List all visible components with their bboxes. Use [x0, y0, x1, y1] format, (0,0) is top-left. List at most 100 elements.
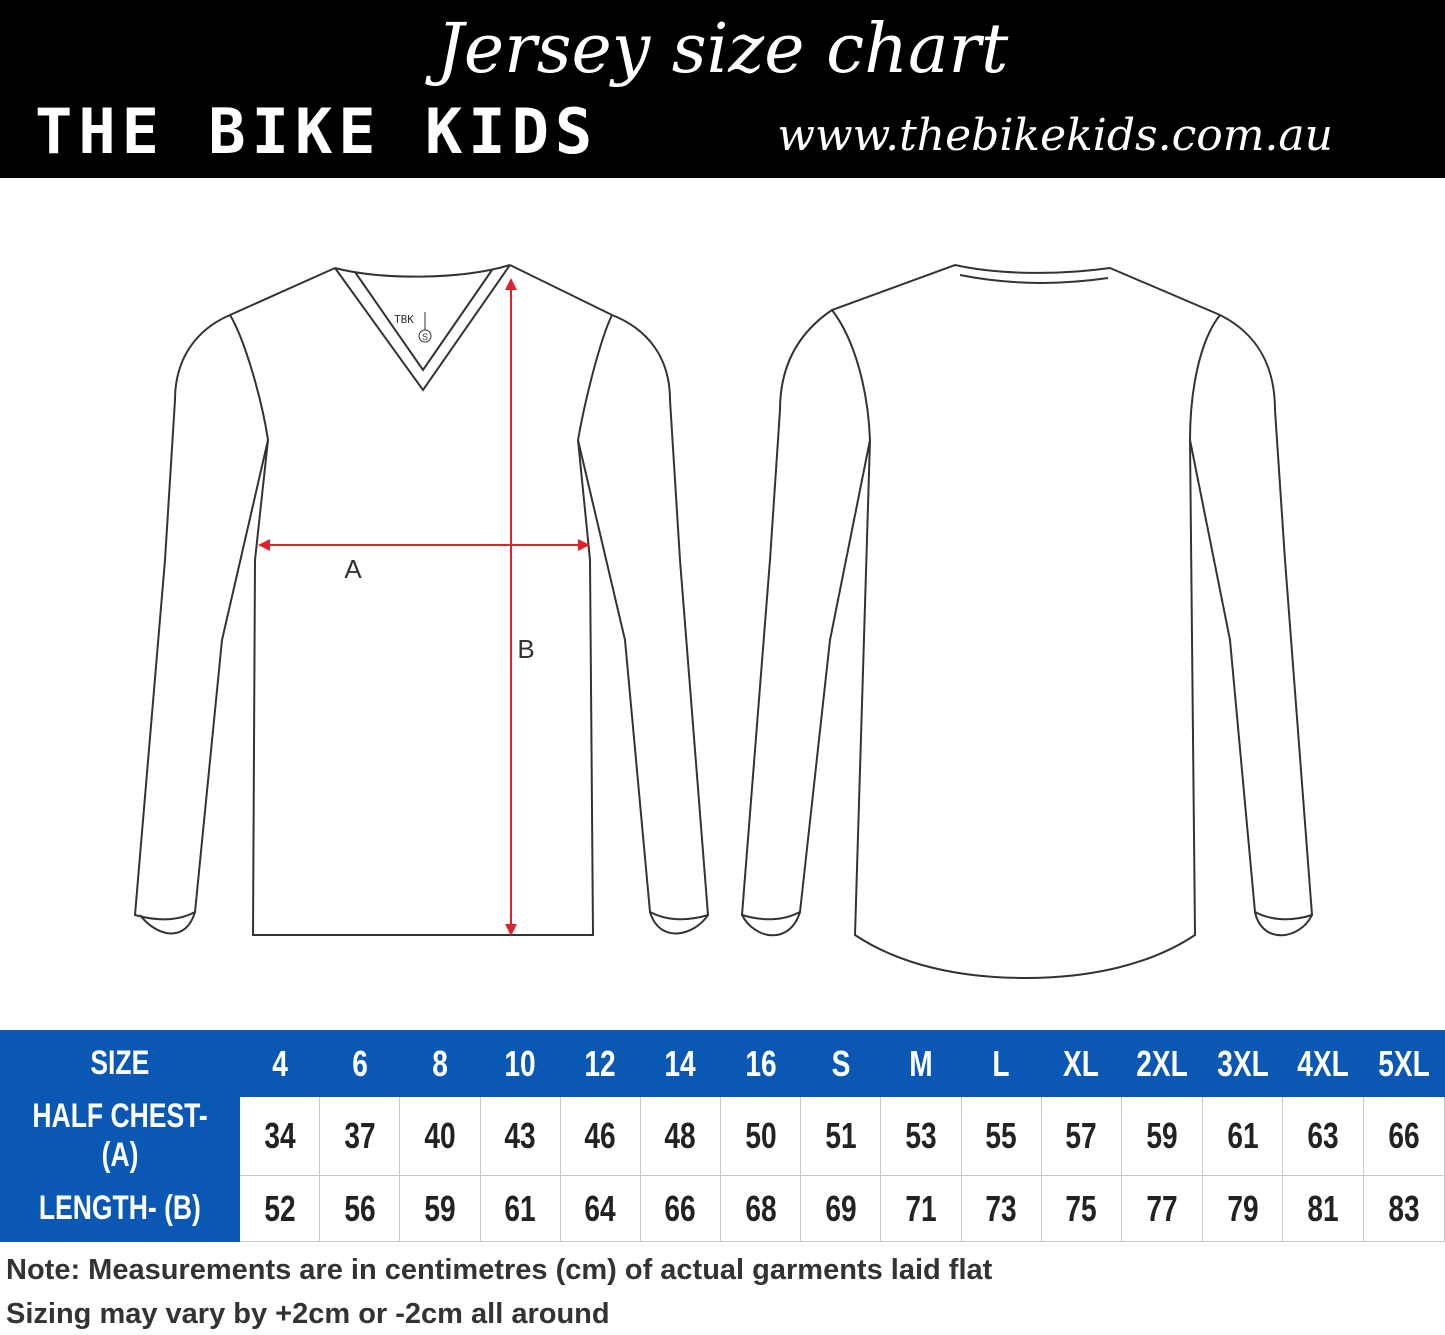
header-banner: Jersey size chart THE BIKE KIDS www.theb… [0, 0, 1445, 178]
cell-text: 6 [352, 1042, 368, 1084]
cell-text: 40 [424, 1115, 456, 1156]
website-url: www.thebikekids.com.au [777, 110, 1333, 161]
cell-text: 3XL [1216, 1042, 1269, 1084]
table-cell: 43 [479, 1096, 561, 1176]
cell-text: 68 [745, 1187, 777, 1229]
cell-text: 8 [432, 1042, 448, 1084]
table-cell: 50 [720, 1096, 802, 1176]
header-cell: 8 [399, 1030, 481, 1097]
table-cell: 66 [1363, 1096, 1445, 1176]
cell-text: 10 [504, 1042, 536, 1084]
table-cell: 48 [639, 1096, 722, 1176]
header-cell: 3XL [1201, 1030, 1284, 1097]
table-header-row: SIZE 4 6 8 10 12 14 16 S M L XL 2XL 3XL 4XL 5XL [0, 1030, 1445, 1097]
jersey-front [133, 264, 710, 936]
table-cell: 81 [1282, 1175, 1365, 1242]
cell-text: 79 [1226, 1187, 1259, 1229]
cell-text: 57 [1065, 1115, 1097, 1156]
table-cell: 59 [399, 1175, 481, 1242]
cell-text: 37 [344, 1115, 376, 1156]
cell-text: 61 [1226, 1115, 1259, 1156]
table-cell: 79 [1201, 1175, 1284, 1242]
table-cell: 52 [239, 1175, 321, 1242]
cell-text: 5XL [1378, 1042, 1430, 1084]
cell-text: 66 [1388, 1115, 1420, 1156]
header-size: SIZE [0, 1030, 241, 1097]
cell-text: 59 [1146, 1115, 1178, 1156]
measure-a-arrow [258, 539, 590, 551]
header-cell: L [960, 1030, 1042, 1097]
table-cell: 75 [1040, 1175, 1122, 1242]
table-cell: 61 [1201, 1096, 1284, 1176]
cell-text: 14 [664, 1042, 697, 1084]
cell-text: 12 [584, 1042, 616, 1084]
cell-text: 55 [985, 1115, 1017, 1156]
cell-text: 34 [264, 1115, 296, 1156]
table-cell: 53 [880, 1096, 962, 1176]
header-cell: XL [1040, 1030, 1122, 1097]
table-cell: 64 [559, 1175, 641, 1242]
brand-logo: THE BIKE KIDS [35, 95, 599, 168]
table-cell: 46 [559, 1096, 641, 1176]
neck-tag-brand: TBK [394, 313, 414, 326]
cell-text: 46 [584, 1115, 616, 1156]
cell-text: 83 [1388, 1187, 1420, 1229]
header-cell: 6 [319, 1030, 401, 1097]
cell-text: 69 [825, 1187, 857, 1229]
header-cell: 16 [720, 1030, 802, 1097]
cell-text: 50 [745, 1115, 777, 1156]
table-cell: 40 [399, 1096, 481, 1176]
cell-text: 4XL [1297, 1042, 1349, 1084]
cell-text: 75 [1065, 1187, 1097, 1229]
table-cell: 34 [239, 1096, 321, 1176]
header-cell: 2XL [1120, 1030, 1203, 1097]
header-cell: M [880, 1030, 962, 1097]
cell-text: 59 [424, 1187, 456, 1229]
table-cell: 61 [479, 1175, 561, 1242]
page-title: Jersey size chart [436, 10, 1009, 89]
table-cell: 69 [800, 1175, 882, 1242]
cell-text: 73 [985, 1187, 1017, 1229]
table-cell: 55 [960, 1096, 1042, 1176]
cell-text: M [909, 1042, 933, 1084]
table-cell: 68 [720, 1175, 802, 1242]
cell-text: 48 [664, 1115, 697, 1156]
cell-text: 52 [264, 1187, 296, 1229]
header-cell: 10 [479, 1030, 561, 1097]
cell-text: HALF CHEST- (A) [32, 1097, 208, 1174]
cell-text: 43 [504, 1115, 536, 1156]
size-table: SIZE 4 6 8 10 12 14 16 S M L XL 2XL 3XL 4XL 5XL HALF CH… [0, 1030, 1445, 1242]
label-b: B [517, 634, 534, 664]
cell-text: SIZE [90, 1044, 150, 1082]
row-label: LENGTH- (B) [0, 1175, 241, 1242]
row-label: HALF CHEST- (A) [0, 1096, 241, 1176]
cell-text: 66 [664, 1187, 697, 1229]
cell-text: 77 [1146, 1187, 1178, 1229]
cell-text: LENGTH- (B) [39, 1189, 202, 1227]
table-cell: 71 [880, 1175, 962, 1242]
table-cell: 51 [800, 1096, 882, 1176]
note-measurements: Note: Measurements are in centimetres (c… [6, 1254, 993, 1286]
label-a: A [344, 554, 362, 584]
header-cell: 5XL [1363, 1030, 1445, 1097]
header-cell: 4XL [1282, 1030, 1365, 1097]
cell-text: 2XL [1136, 1042, 1188, 1084]
cell-text: 56 [344, 1187, 376, 1229]
header-cell: S [800, 1030, 882, 1097]
header-cell: 4 [239, 1030, 321, 1097]
cell-text: 71 [905, 1187, 937, 1229]
jersey-diagram: A B TBK S [133, 263, 1314, 980]
cell-text: 64 [584, 1187, 616, 1229]
cell-text: L [992, 1042, 1010, 1084]
table-cell: 56 [319, 1175, 401, 1242]
table-cell: 63 [1282, 1096, 1365, 1176]
table-cell: 57 [1040, 1096, 1122, 1176]
table-cell: 77 [1120, 1175, 1203, 1242]
measure-b-arrow [505, 278, 517, 936]
cell-text: XL [1063, 1042, 1100, 1084]
cell-text: 81 [1307, 1187, 1339, 1229]
neck-tag-size: S [422, 332, 428, 342]
cell-text: 4 [271, 1042, 288, 1084]
header-cell: 14 [639, 1030, 722, 1097]
cell-text: S [831, 1042, 851, 1084]
